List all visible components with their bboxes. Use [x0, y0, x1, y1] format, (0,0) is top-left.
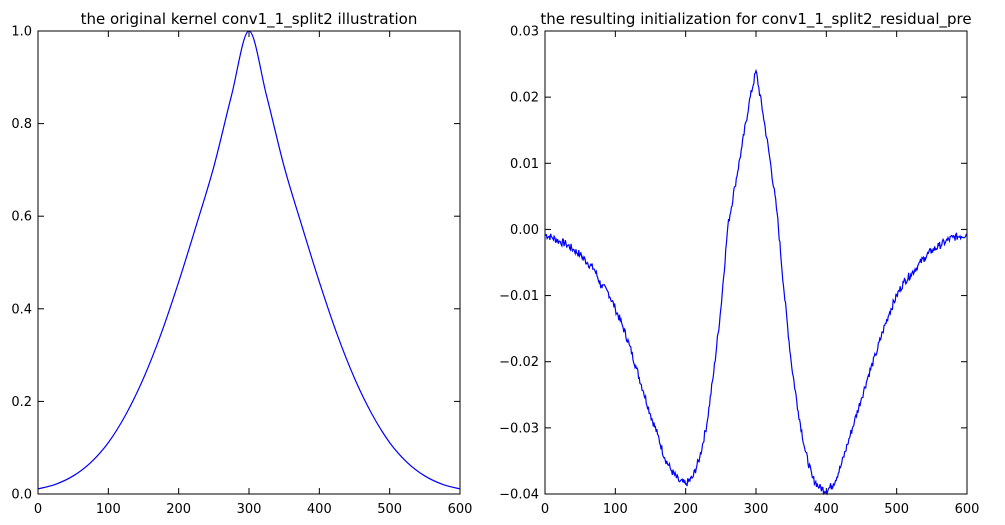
chart-title: the resulting initialization for conv1_1…: [540, 10, 971, 29]
tick-group: 0 100 200 300 400 500 600 −0.04 −0.03 −0.02 −0.01 0…: [499, 25, 979, 518]
y-tick-label: −0.03: [499, 421, 539, 436]
x-tick-label: 300: [744, 502, 769, 517]
series-line: [544, 68, 968, 496]
y-tick-label: 0.01: [510, 157, 539, 172]
x-tick-label: 500: [884, 502, 909, 517]
x-tick-label: 300: [237, 502, 262, 517]
y-tick-label: −0.04: [499, 488, 539, 503]
initialization-chart: the resulting initialization for conv1_1…: [499, 10, 979, 517]
x-tick-label: 0: [34, 502, 42, 517]
y-tick-label: 0.00: [510, 223, 539, 238]
y-tick-label: 0.8: [11, 117, 32, 132]
x-tick-label: 0: [541, 502, 549, 517]
y-tick-label: 1.0: [11, 25, 32, 40]
y-tick-label: −0.01: [499, 289, 539, 304]
y-tick-label: 0.02: [510, 91, 539, 106]
x-tick-label: 600: [448, 502, 473, 517]
x-tick-label: 400: [307, 502, 332, 517]
x-tick-label: 400: [814, 502, 839, 517]
kernel-chart: the original kernel conv1_1_split2 illus…: [11, 10, 472, 517]
y-tick-label: 0.4: [11, 302, 32, 317]
x-tick-label: 500: [377, 502, 402, 517]
y-tick-label: 0.2: [11, 395, 32, 410]
y-tick-label: 0.0: [11, 488, 32, 503]
x-tick-label: 100: [96, 502, 121, 517]
plot-frame: [544, 30, 968, 495]
y-tick-label: 0.6: [11, 210, 32, 225]
y-tick-label: 0.03: [510, 25, 539, 40]
tick-group: 0 100 200 300 400 500 600 0.0 0.2 0.4 0.6 0.8 1.0: [11, 25, 472, 518]
x-tick-label: 200: [166, 502, 191, 517]
x-tick-label: 100: [603, 502, 628, 517]
chart-title: the original kernel conv1_1_split2 illus…: [81, 10, 418, 29]
x-tick-label: 200: [673, 502, 698, 517]
y-tick-label: −0.02: [499, 355, 539, 370]
x-tick-label: 600: [955, 502, 980, 517]
series-line: [37, 30, 461, 490]
plot-frame: [37, 30, 461, 495]
